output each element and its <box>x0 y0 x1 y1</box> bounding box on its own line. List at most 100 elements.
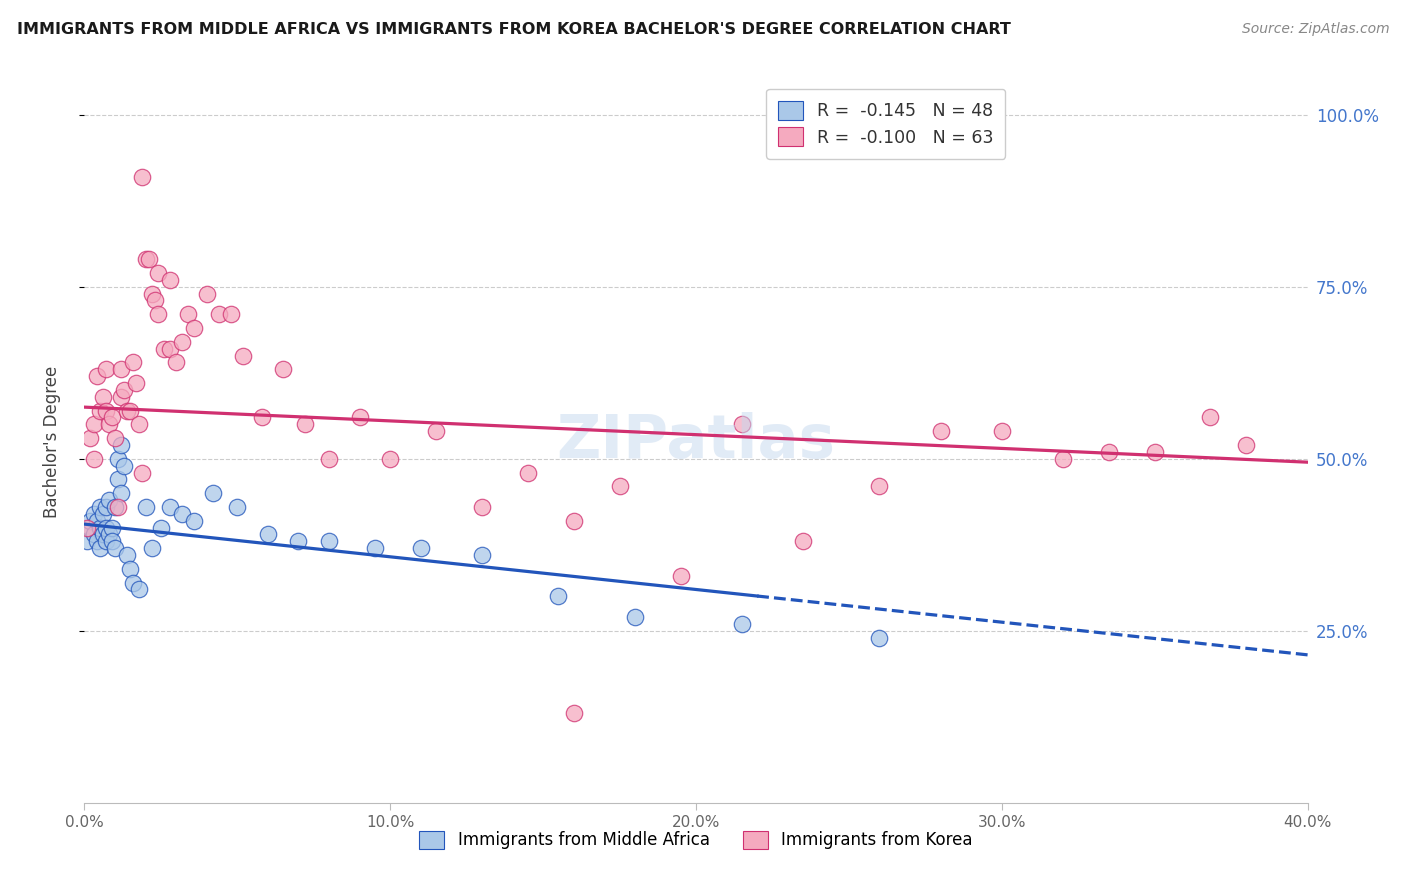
Point <box>318 534 340 549</box>
Point <box>97 527 120 541</box>
Point <box>149 520 172 534</box>
Point <box>110 438 132 452</box>
Point <box>112 383 135 397</box>
Point <box>79 514 101 528</box>
Point <box>562 706 585 721</box>
Point <box>792 534 814 549</box>
Point <box>101 520 124 534</box>
Point <box>159 500 181 514</box>
Point <box>731 616 754 631</box>
Point <box>79 431 101 445</box>
Y-axis label: Bachelor's Degree: Bachelor's Degree <box>42 366 60 517</box>
Legend: Immigrants from Middle Africa, Immigrants from Korea: Immigrants from Middle Africa, Immigrant… <box>412 824 980 856</box>
Point <box>89 403 111 417</box>
Point <box>201 486 224 500</box>
Point <box>165 355 187 369</box>
Point <box>79 520 101 534</box>
Point <box>172 507 194 521</box>
Point <box>516 466 538 480</box>
Point <box>112 458 135 473</box>
Point <box>138 252 160 267</box>
Point <box>97 417 120 432</box>
Point <box>135 500 157 514</box>
Point <box>120 403 142 417</box>
Point <box>226 500 249 514</box>
Point <box>128 582 150 597</box>
Point <box>287 534 309 549</box>
Point <box>94 500 117 514</box>
Point <box>86 514 108 528</box>
Point <box>94 403 117 417</box>
Point <box>1236 438 1258 452</box>
Point <box>104 541 127 556</box>
Point <box>547 590 569 604</box>
Point <box>125 376 148 390</box>
Point <box>104 500 127 514</box>
Point <box>609 479 631 493</box>
Point <box>101 410 124 425</box>
Point <box>624 610 647 624</box>
Point <box>141 541 163 556</box>
Point <box>122 575 145 590</box>
Point <box>83 507 105 521</box>
Point <box>107 472 129 486</box>
Point <box>135 252 157 267</box>
Point <box>219 307 242 321</box>
Point <box>107 500 129 514</box>
Point <box>1052 451 1074 466</box>
Point <box>122 355 145 369</box>
Point <box>294 417 316 432</box>
Point <box>86 534 108 549</box>
Point <box>110 362 132 376</box>
Point <box>172 334 194 349</box>
Point <box>143 293 166 308</box>
Point <box>76 534 98 549</box>
Point <box>110 486 132 500</box>
Point <box>89 520 111 534</box>
Point <box>97 493 120 508</box>
Text: ZIPatlas: ZIPatlas <box>557 412 835 471</box>
Point <box>1198 410 1220 425</box>
Point <box>94 520 117 534</box>
Point <box>669 568 692 582</box>
Point <box>91 390 114 404</box>
Point <box>94 534 117 549</box>
Point <box>250 410 273 425</box>
Point <box>89 541 111 556</box>
Point <box>257 527 280 541</box>
Point <box>83 417 105 432</box>
Point <box>120 562 142 576</box>
Point <box>1143 445 1166 459</box>
Point <box>101 534 124 549</box>
Point <box>409 541 432 556</box>
Point <box>183 514 205 528</box>
Point <box>110 390 132 404</box>
Point <box>141 286 163 301</box>
Point <box>471 500 494 514</box>
Point <box>107 451 129 466</box>
Point <box>991 424 1014 438</box>
Point <box>195 286 218 301</box>
Point <box>425 424 447 438</box>
Point <box>131 169 153 184</box>
Point <box>146 307 169 321</box>
Point <box>76 520 98 534</box>
Point <box>83 527 105 541</box>
Point <box>91 527 114 541</box>
Point <box>232 349 254 363</box>
Point <box>869 479 891 493</box>
Point <box>731 417 754 432</box>
Point <box>471 548 494 562</box>
Point <box>131 466 153 480</box>
Point <box>89 500 111 514</box>
Point <box>562 514 585 528</box>
Point <box>208 307 231 321</box>
Point <box>83 451 105 466</box>
Point <box>318 451 340 466</box>
Point <box>183 321 205 335</box>
Point <box>1098 445 1121 459</box>
Point <box>929 424 952 438</box>
Point <box>380 451 402 466</box>
Point <box>115 403 138 417</box>
Point <box>115 548 138 562</box>
